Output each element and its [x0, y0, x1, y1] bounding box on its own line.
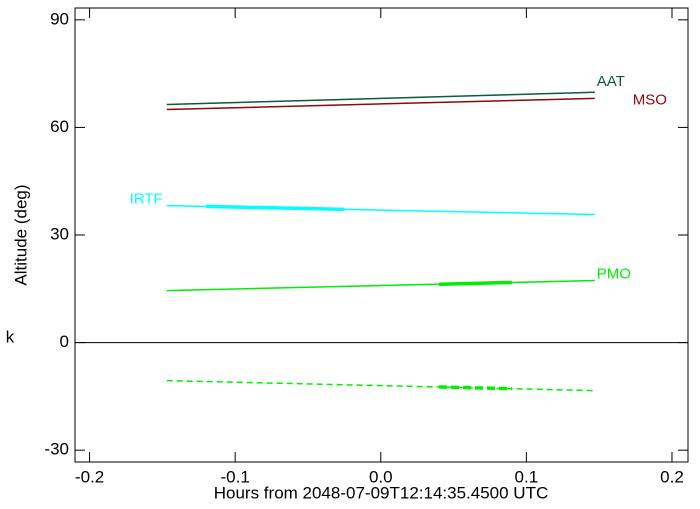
series-line: [166, 91, 595, 106]
x-tick-label: 0.2: [660, 467, 684, 486]
highlight-segment: [206, 204, 345, 212]
highlight-segment: [438, 280, 512, 286]
series-line: [166, 279, 595, 292]
y-tick-label: 60: [50, 117, 69, 136]
y-tick-label: 30: [50, 224, 69, 243]
y-tick-label: 0: [60, 332, 69, 351]
series-line: [166, 97, 595, 111]
y-tick-label: -30: [44, 440, 69, 459]
y-tick-label: 90: [50, 9, 69, 28]
annotation: k: [5, 329, 15, 348]
series-label: AAT: [597, 73, 625, 90]
x-tick-label: -0.1: [221, 467, 250, 486]
highlight-segment: [438, 385, 512, 391]
series-label: PMO: [597, 266, 631, 283]
x-axis-label: Hours from 2048-07-09T12:14:35.4500 UTC: [214, 483, 549, 502]
series-line: [166, 379, 595, 392]
y-axis-label: Altitude (deg): [11, 184, 30, 285]
x-tick-label: -0.2: [75, 467, 104, 486]
series-label: MSO: [633, 91, 667, 108]
series-label: IRTF: [130, 191, 163, 208]
x-tick-label: 0.0: [369, 467, 393, 486]
x-tick-label: 0.1: [515, 467, 539, 486]
